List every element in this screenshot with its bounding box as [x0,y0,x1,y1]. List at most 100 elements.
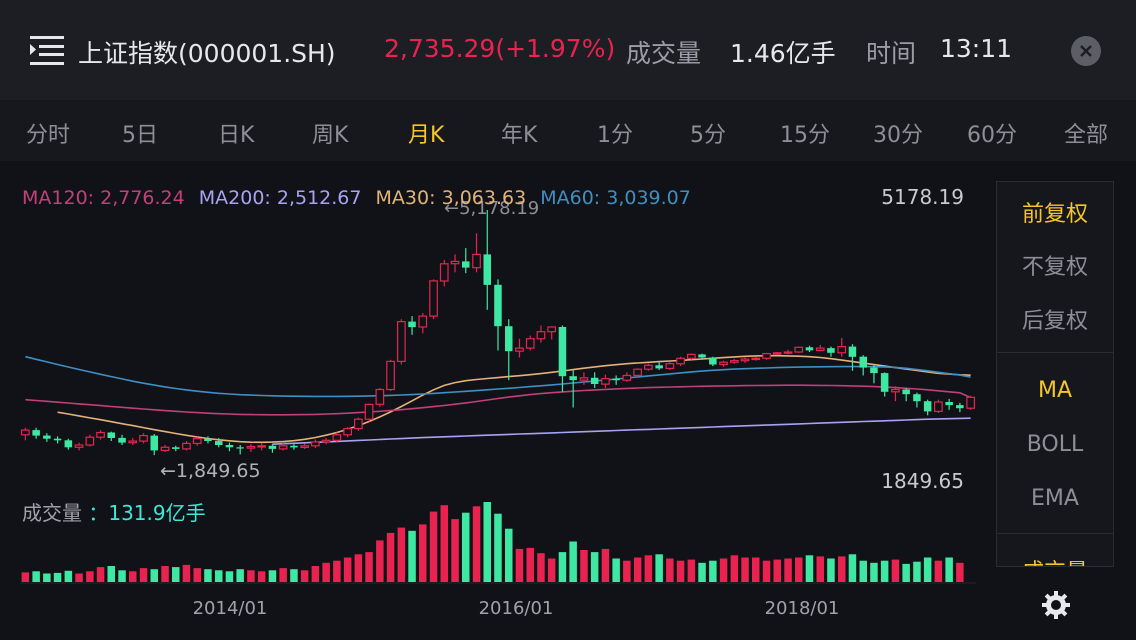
candle-body [236,447,244,449]
candle-body [622,374,632,381]
indicator-ema[interactable]: EMA [1031,486,1079,511]
tab-15min[interactable]: 15分 [780,123,830,148]
max-price-label: 5178.19 [881,185,964,209]
ma120-legend-name: MA120 [22,187,88,209]
candle-body [945,402,953,406]
candle [729,359,739,364]
volume-bar [945,557,953,582]
indicator-boll[interactable]: BOLL [1026,432,1084,457]
side-divider [997,352,1113,353]
tab-5day[interactable]: 5日 [122,123,158,148]
volume-bar [182,564,191,582]
candle-body [450,260,460,265]
candle [43,433,51,442]
candle [172,445,180,452]
candle [311,439,320,449]
volume-bar [601,548,610,582]
candle [643,363,653,371]
tab-fenshi[interactable]: 分时 [26,123,71,148]
indicator-ma[interactable]: MA [1037,378,1073,403]
candle [837,337,847,357]
volume-bar [64,570,73,582]
candle-body [676,357,685,365]
candle-body [150,435,158,451]
menu-icon[interactable] [30,36,64,66]
indicator-volume[interactable]: 成交量 [997,554,1113,566]
settings-gear-icon[interactable] [1041,590,1071,620]
candle [923,399,932,416]
volume-bar [193,568,201,582]
volume-bar [129,571,137,582]
candle-body [590,377,599,384]
tab-1min[interactable]: 1分 [597,123,633,148]
tab-monthly-k[interactable]: 月K [408,123,445,148]
adjust-none[interactable]: 不复权 [1021,255,1088,280]
volume-bar [204,569,212,582]
volume-bar [86,571,94,582]
volume-bar [590,552,599,582]
candle-body [397,321,406,363]
candle-body [547,326,557,333]
volume-bar [816,556,824,582]
candle-body [772,352,782,355]
candle-body [74,444,84,448]
candle-body [85,436,95,446]
tab-weekly-k[interactable]: 周K [312,123,349,148]
candle [740,357,750,363]
volume-bar [547,558,556,582]
adjust-forward[interactable]: 前复权 [1021,202,1088,227]
volume-bar [365,552,373,582]
volume-bar [96,567,105,582]
candle-body [311,441,320,447]
volume-bar [257,571,266,582]
candle [236,444,244,455]
candle [698,353,706,360]
candle-body [870,367,878,374]
candle-body [612,378,620,381]
candle [579,372,589,385]
kline-chart[interactable]: 5178.19 1849.65 ←5,178.19 ←1,849.65 MA12… [0,161,1136,640]
volume-bar [612,558,620,582]
tab-all[interactable]: 全部 [1064,123,1109,148]
candle [96,430,105,440]
tab-5min[interactable]: 5分 [690,123,726,148]
volume-bar [300,570,309,582]
candle [515,338,524,358]
candle-body [698,354,706,358]
candle [429,279,438,320]
volume-bar [333,560,341,582]
candle-body [859,356,867,368]
candle-body [525,338,535,349]
candle [686,353,696,360]
tab-daily-k[interactable]: 日K [218,123,255,148]
volume-bar [558,552,567,582]
close-button[interactable] [1071,36,1101,66]
candle-body [118,437,126,443]
adjust-backward[interactable]: 后复权 [1021,309,1088,334]
candle [462,248,470,274]
candle-body [579,377,589,381]
volume-bar [107,566,115,582]
candle-body [139,435,148,442]
tab-60min[interactable]: 60分 [967,123,1017,148]
candle [268,444,277,453]
volume-section-value: 131.9亿手 [108,501,205,525]
candle [665,362,675,370]
candle-body [246,445,256,449]
candle-body [569,376,577,381]
candle [225,442,234,452]
candle [590,372,599,388]
candle-body [53,438,62,441]
candle-body [956,405,964,409]
volume-bar [730,555,739,582]
candle-body [386,360,395,391]
chart-area: 5178.19 1849.65 ←5,178.19 ←1,849.65 MA12… [0,161,1136,640]
candle-body [933,401,943,412]
candle [505,319,513,381]
stock-price: 2,735.29(+1.97%) [384,34,616,63]
tab-30min[interactable]: 30分 [873,123,923,148]
period-tabs: 分时 5日 日K 周K 月K 年K 1分 5分 15分 30分 60分 全部 [0,100,1136,161]
tab-yearly-k[interactable]: 年K [501,123,538,148]
candle-body [128,440,138,444]
candle [633,368,643,378]
